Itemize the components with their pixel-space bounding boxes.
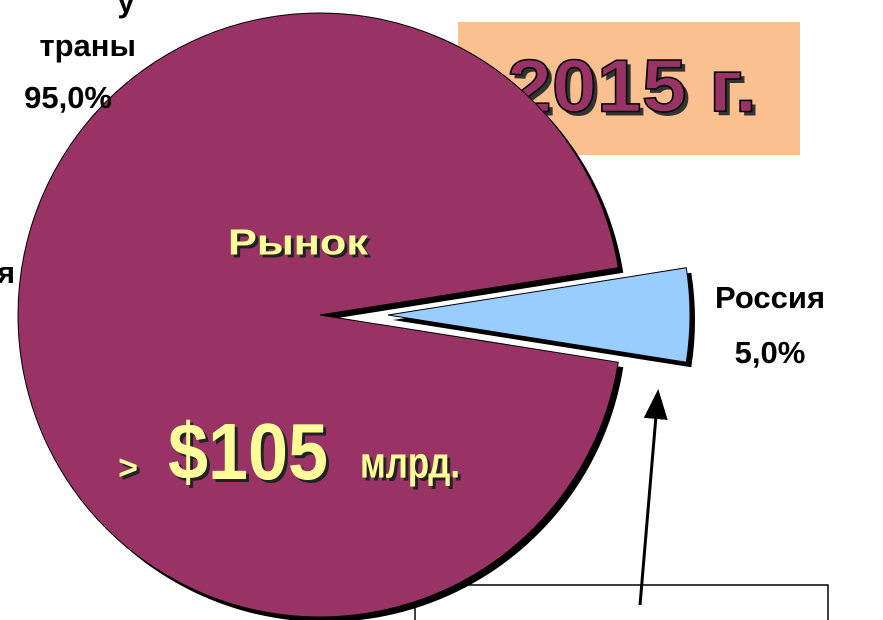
- callout-box: [414, 584, 829, 620]
- pie: [17, 12, 695, 620]
- annotation: у: [117, 0, 135, 19]
- slice: [17, 12, 619, 618]
- title-shadow: 2015 г.: [511, 49, 761, 132]
- value-label: 5,0%: [735, 335, 806, 370]
- annotation: $105: [168, 407, 328, 496]
- annotation: Рынок: [228, 222, 369, 263]
- annotation: я: [0, 255, 15, 290]
- chart-title: 2015 г.: [507, 45, 757, 128]
- annotation-shadow: >: [121, 452, 141, 490]
- value-label: 95,0%: [24, 80, 112, 115]
- category-label: Россия: [715, 280, 825, 315]
- slice: [387, 267, 691, 363]
- annotation-shadow: млрд.: [363, 442, 463, 491]
- annotation: >: [118, 449, 138, 487]
- category-label: траны: [39, 28, 136, 63]
- callout-arrow: [638, 389, 668, 606]
- annotation-shadow: Рынок: [231, 225, 372, 266]
- annotation: млрд.: [360, 439, 460, 488]
- annotation-shadow: $105: [171, 410, 331, 499]
